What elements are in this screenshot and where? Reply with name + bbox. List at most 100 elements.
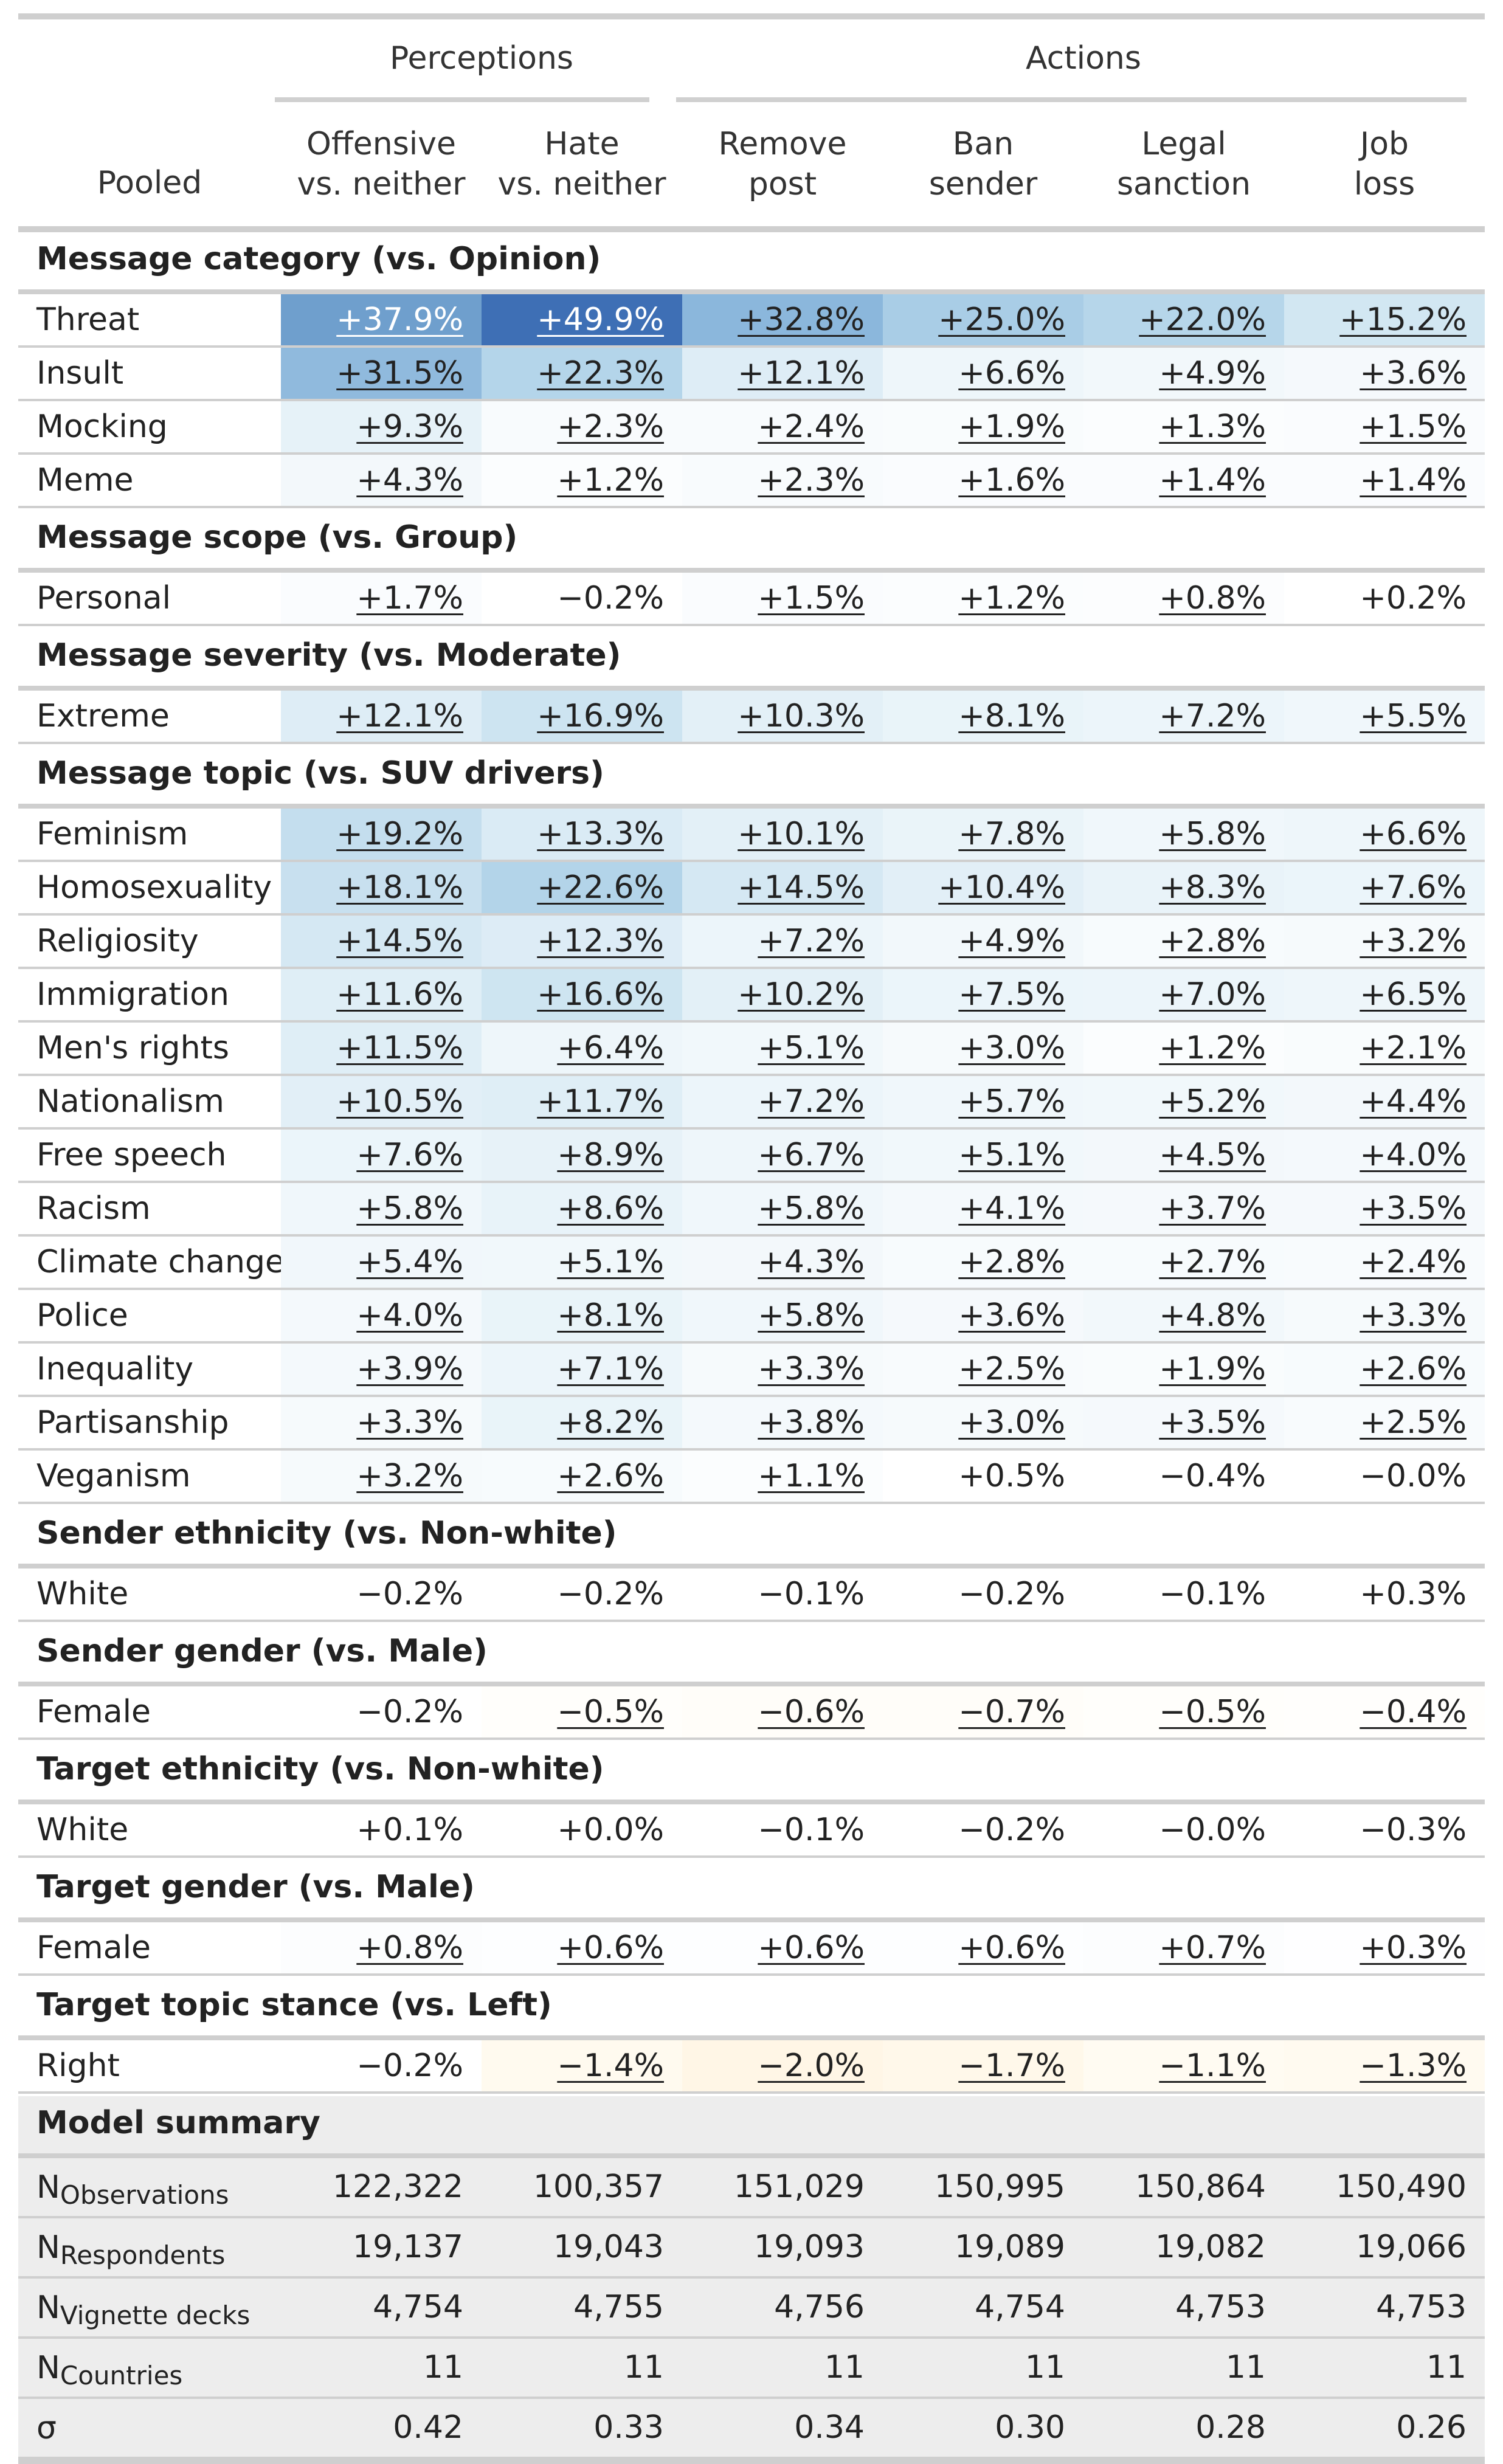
row-label: Threat [36, 302, 140, 338]
row-label: Personal [36, 580, 171, 616]
estimate-cell: +3.0% [883, 1023, 1083, 1074]
summary-value: 4,754 [975, 2289, 1065, 2325]
divider [18, 1564, 1485, 1568]
estimate-value: −0.3% [1360, 1812, 1467, 1848]
column-header-line: Hate [544, 126, 620, 162]
estimate-cell: +5.8% [682, 1183, 883, 1234]
estimate-value: −0.2% [356, 1576, 463, 1612]
estimate-value: +1.2% [557, 462, 664, 499]
divider [18, 1620, 1485, 1622]
estimate-cell: +14.5% [682, 862, 883, 913]
estimate-value: +11.6% [336, 976, 463, 1013]
estimate-value: −0.1% [758, 1576, 865, 1612]
estimate-value: +5.8% [356, 1190, 463, 1227]
estimate-value: +1.4% [1360, 462, 1467, 499]
divider [18, 2035, 1485, 2040]
estimate-cell: −0.2% [281, 2040, 482, 2091]
estimate-cell: +4.9% [1083, 348, 1284, 399]
estimate-value: +2.6% [1360, 1351, 1467, 1387]
estimate-value: +4.0% [356, 1297, 463, 1334]
estimate-value: +31.5% [336, 355, 463, 392]
divider [18, 1682, 1485, 1686]
divider [18, 1127, 1485, 1130]
estimate-cell: +5.5% [1284, 691, 1485, 742]
summary-value: 11 [1426, 2349, 1467, 2386]
estimate-value: +9.3% [356, 409, 463, 445]
estimate-value: +1.9% [958, 409, 1065, 445]
summary-label: NVignette decks [36, 2290, 250, 2330]
estimate-value: +22.6% [537, 869, 664, 906]
row-label: Police [36, 1297, 128, 1334]
estimate-value: +0.3% [1360, 1576, 1467, 1612]
estimate-value: +10.1% [738, 816, 865, 852]
estimate-value: +1.5% [1360, 409, 1467, 445]
column-header: Remove post [682, 124, 883, 204]
divider [18, 2397, 1485, 2399]
estimate-cell: +3.2% [1284, 916, 1485, 967]
estimate-value: +1.6% [958, 462, 1065, 499]
estimate-value: −0.2% [557, 580, 664, 616]
summary-value: 0.28 [1195, 2409, 1266, 2446]
estimate-value: +37.9% [336, 302, 463, 338]
row-label: Homosexuality [36, 869, 272, 906]
estimate-value: +8.3% [1159, 869, 1266, 906]
estimate-cell: +4.0% [281, 1290, 482, 1341]
estimate-cell: +37.9% [281, 294, 482, 345]
estimate-value: +10.2% [738, 976, 865, 1013]
divider [18, 1341, 1485, 1344]
estimate-cell: +0.3% [1284, 1568, 1485, 1620]
estimate-cell: +9.3% [281, 401, 482, 452]
summary-subscript: Respondents [60, 2240, 226, 2270]
estimate-value: +0.6% [557, 1930, 664, 1966]
table-row: Homosexuality +18.1% +22.6% +14.5% +10.4% +8.… [18, 862, 1485, 913]
estimate-value: −1.3% [1360, 2048, 1467, 2084]
estimate-cell: +12.1% [682, 348, 883, 399]
estimate-cell: +2.6% [1284, 1344, 1485, 1395]
row-label: Immigration [36, 976, 229, 1013]
summary-value: 4,756 [774, 2289, 865, 2325]
estimate-cell: +2.5% [883, 1344, 1083, 1395]
estimate-cell: +5.2% [1083, 1076, 1284, 1127]
estimate-value: +1.5% [758, 580, 865, 616]
estimate-value: +8.1% [958, 698, 1065, 734]
estimate-value: +3.3% [758, 1351, 865, 1387]
row-label: Meme [36, 462, 134, 499]
column-header-line: post [748, 166, 817, 202]
estimate-cell: +8.2% [482, 1397, 682, 1448]
estimate-value: −1.1% [1159, 2048, 1266, 2084]
estimate-value: +5.1% [557, 1244, 664, 1280]
column-header-line: Remove [718, 126, 847, 162]
estimate-cell: +7.5% [883, 969, 1083, 1020]
estimate-value: +5.2% [1159, 1083, 1266, 1120]
section-title: Message category (vs. Opinion) [36, 241, 601, 277]
column-header-line: vs. neither [297, 166, 466, 202]
row-label: White [36, 1812, 129, 1848]
estimate-value: +32.8% [738, 302, 865, 338]
estimate-value: −2.0% [758, 2048, 865, 2084]
summary-value: 150,864 [1135, 2169, 1266, 2205]
estimate-value: −0.5% [557, 1694, 664, 1730]
section-title: Target gender (vs. Male) [36, 1869, 475, 1905]
estimate-cell: +4.3% [281, 455, 482, 506]
divider [18, 624, 1485, 626]
estimate-value: +10.5% [336, 1083, 463, 1120]
estimate-cell: +1.7% [281, 573, 482, 624]
estimate-value: +3.0% [958, 1404, 1065, 1441]
estimate-value: +0.8% [356, 1930, 463, 1966]
estimate-value: +12.1% [738, 355, 865, 392]
estimate-value: +1.2% [1159, 1030, 1266, 1066]
estimate-value: +6.7% [758, 1137, 865, 1173]
estimate-cell: +0.2% [1284, 573, 1485, 624]
estimate-cell: +1.4% [1284, 455, 1485, 506]
divider [18, 1448, 1485, 1451]
table-row: Partisanship +3.3% +8.2% +3.8% +3.0% +3.5% +2.… [18, 1397, 1485, 1448]
estimate-value: +7.2% [758, 923, 865, 959]
table-row: Mocking +9.3% +2.3% +2.4% +1.9% +1.3% +1.5% [18, 401, 1485, 452]
summary-value: 122,322 [332, 2169, 463, 2205]
estimate-cell: +5.1% [682, 1023, 883, 1074]
table-row: Nationalism +10.5% +11.7% +7.2% +5.7% +5.2% +4… [18, 1076, 1485, 1127]
summary-label: NCountries [36, 2350, 182, 2390]
column-header-line: Offensive [306, 126, 456, 162]
estimate-value: +16.9% [537, 698, 664, 734]
section-title: Target topic stance (vs. Left) [36, 1987, 552, 2023]
